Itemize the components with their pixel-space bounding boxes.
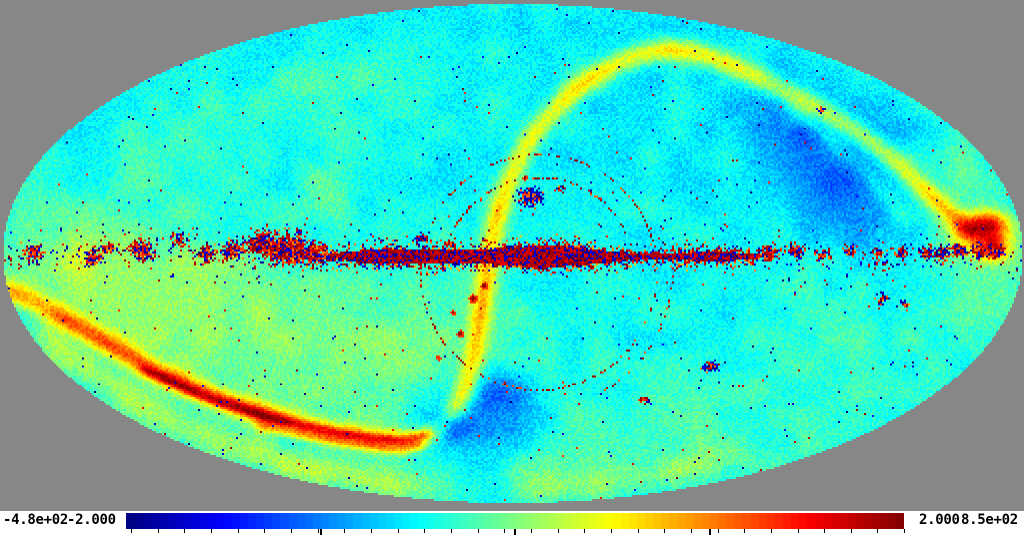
colorbar-clim-min-label: -2.000: [67, 512, 116, 528]
colorbar-data-min-label: -4.8e+02: [3, 512, 69, 528]
colorbar-data-max-label: 8.5e+02: [961, 512, 1018, 528]
colorbar: [0, 511, 1024, 535]
colorbar-clim-max-label: 2.000: [919, 512, 960, 528]
sky-map: [0, 0, 1024, 511]
